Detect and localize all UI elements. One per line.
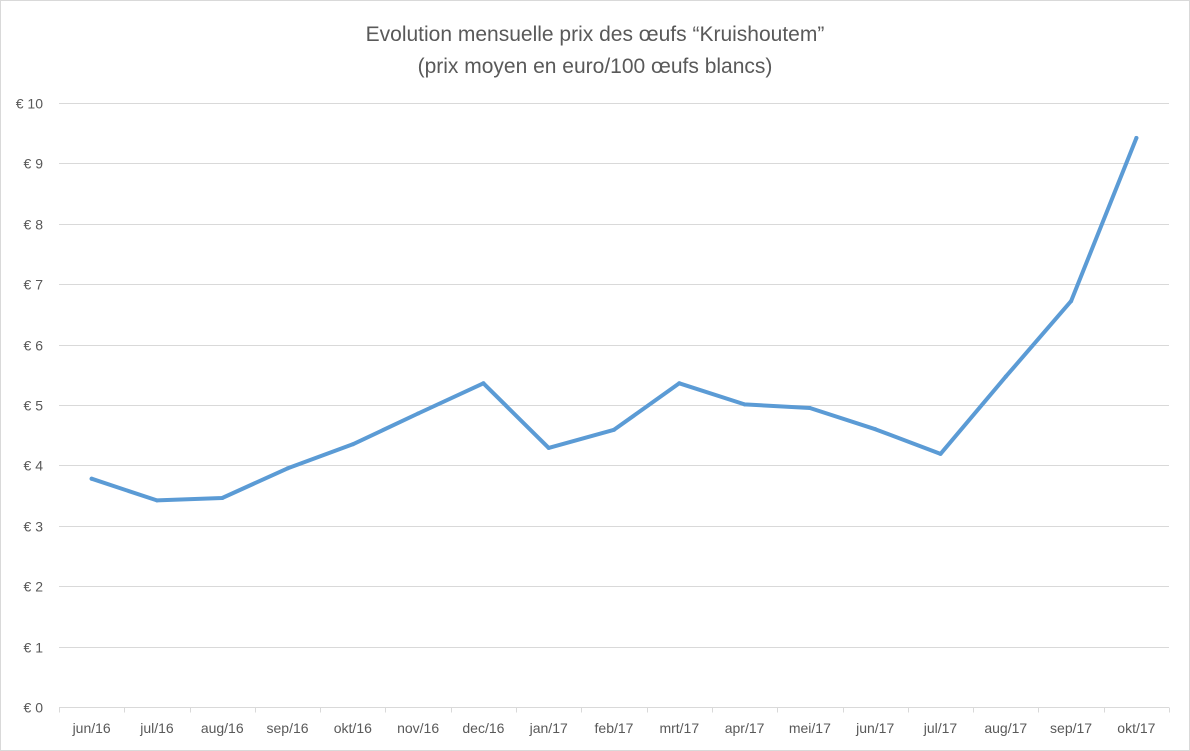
x-tick-label: dec/16 — [462, 720, 504, 736]
data-point — [807, 406, 812, 411]
data-point — [677, 381, 682, 386]
y-tick-label: € 4 — [24, 458, 44, 474]
tick-labels: € 0 € 1 € 2 € 3 € 4 € 5 € 6 € 7 € 8 € 9 € 10 jun/16… — [16, 96, 1156, 737]
y-tick-label: € 3 — [24, 519, 44, 535]
data-point — [546, 445, 551, 450]
series-line — [89, 136, 1139, 503]
x-tick-label: okt/17 — [1117, 720, 1155, 736]
x-tick-label: aug/16 — [201, 720, 244, 736]
data-point — [1003, 374, 1008, 379]
x-tick-label: sep/17 — [1050, 720, 1092, 736]
data-point — [938, 451, 943, 456]
data-point — [285, 466, 290, 471]
data-point — [220, 496, 225, 501]
y-tick-label: € 8 — [24, 217, 44, 233]
x-tick-label: mei/17 — [789, 720, 831, 736]
data-point — [612, 427, 616, 432]
x-tick-label: jun/16 — [72, 720, 111, 736]
chart-subtitle: (prix moyen en euro/100 œufs blancs) — [417, 55, 773, 78]
data-point — [416, 411, 421, 416]
x-tick-label: jan/17 — [529, 720, 568, 736]
y-tick-label: € 1 — [24, 640, 44, 656]
y-tick-label: € 5 — [24, 398, 44, 414]
data-point — [89, 476, 94, 481]
data-point — [481, 381, 486, 386]
y-tick-label: € 9 — [24, 156, 44, 172]
data-point — [1134, 136, 1139, 141]
x-tick-label: jun/17 — [855, 720, 894, 736]
x-tick-label: nov/16 — [397, 720, 439, 736]
x-tick-label: mrt/17 — [659, 720, 699, 736]
chart-title-block: Evolution mensuelle prix des œufs “Kruis… — [1, 19, 1189, 83]
data-point — [742, 402, 747, 407]
data-point — [873, 427, 878, 432]
y-tick-label: € 2 — [24, 579, 44, 595]
y-tick-label: € 0 — [24, 700, 44, 716]
x-tick-label: jul/17 — [923, 720, 958, 736]
y-tick-label: € 6 — [24, 338, 44, 354]
data-point — [154, 498, 159, 503]
data-point — [350, 442, 355, 447]
x-tick-label: sep/16 — [267, 720, 309, 736]
x-tick-label: apr/17 — [725, 720, 765, 736]
x-tick-label: aug/17 — [984, 720, 1027, 736]
series-layer — [89, 136, 1139, 503]
gridlines — [59, 103, 1169, 648]
x-tick-label: jul/16 — [139, 720, 174, 736]
axes — [59, 707, 1170, 713]
y-tick-label: € 7 — [24, 277, 44, 293]
y-tick-label: € 10 — [16, 96, 43, 112]
chart-title: Evolution mensuelle prix des œufs “Kruis… — [365, 23, 825, 46]
data-point — [1069, 299, 1074, 304]
x-tick-label: okt/16 — [334, 720, 372, 736]
x-tick-label: feb/17 — [595, 720, 634, 736]
